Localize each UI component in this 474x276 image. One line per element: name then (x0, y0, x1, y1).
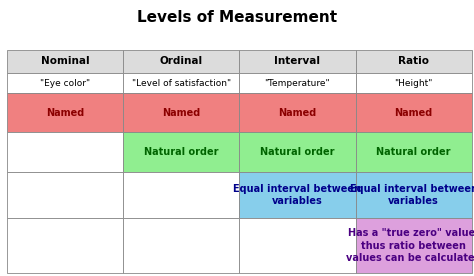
Bar (356, 171, 472, 219)
Text: Named: Named (278, 108, 317, 118)
Text: Equal interval between
variables: Equal interval between variables (349, 184, 474, 206)
Bar (239, 132, 356, 171)
Bar (239, 93, 356, 132)
Bar (356, 73, 472, 93)
Text: "Temperature": "Temperature" (264, 79, 330, 88)
Bar (356, 132, 472, 171)
Text: Named: Named (394, 108, 433, 118)
Bar (123, 219, 239, 273)
Text: Natural order: Natural order (144, 147, 219, 157)
Text: "Level of satisfaction": "Level of satisfaction" (132, 79, 231, 88)
Text: Named: Named (46, 108, 84, 118)
Text: Named: Named (162, 108, 201, 118)
Bar (239, 171, 356, 219)
Bar (356, 50, 472, 73)
Bar (123, 171, 239, 219)
Bar (239, 73, 356, 93)
Text: "Eye color": "Eye color" (40, 79, 90, 88)
Bar (123, 93, 239, 132)
Text: Interval: Interval (274, 56, 320, 67)
Bar (7, 219, 123, 273)
Bar (239, 50, 356, 73)
Text: Has a "true zero" value,
thus ratio between
values can be calculated: Has a "true zero" value, thus ratio betw… (346, 229, 474, 263)
Text: Natural order: Natural order (260, 147, 335, 157)
Bar (7, 73, 123, 93)
Text: "Height": "Height" (394, 79, 433, 88)
Bar (7, 50, 123, 73)
Text: Levels of Measurement: Levels of Measurement (137, 10, 337, 25)
Bar (7, 132, 123, 171)
Text: Ratio: Ratio (398, 56, 429, 67)
Bar (356, 93, 472, 132)
Text: Ordinal: Ordinal (160, 56, 203, 67)
Bar (356, 219, 472, 273)
Bar (7, 171, 123, 219)
Text: Natural order: Natural order (376, 147, 451, 157)
Text: Nominal: Nominal (41, 56, 90, 67)
Bar (123, 50, 239, 73)
Bar (123, 132, 239, 171)
Text: Equal interval between
variables: Equal interval between variables (233, 184, 362, 206)
Bar (7, 93, 123, 132)
Bar (239, 219, 356, 273)
Bar (123, 73, 239, 93)
